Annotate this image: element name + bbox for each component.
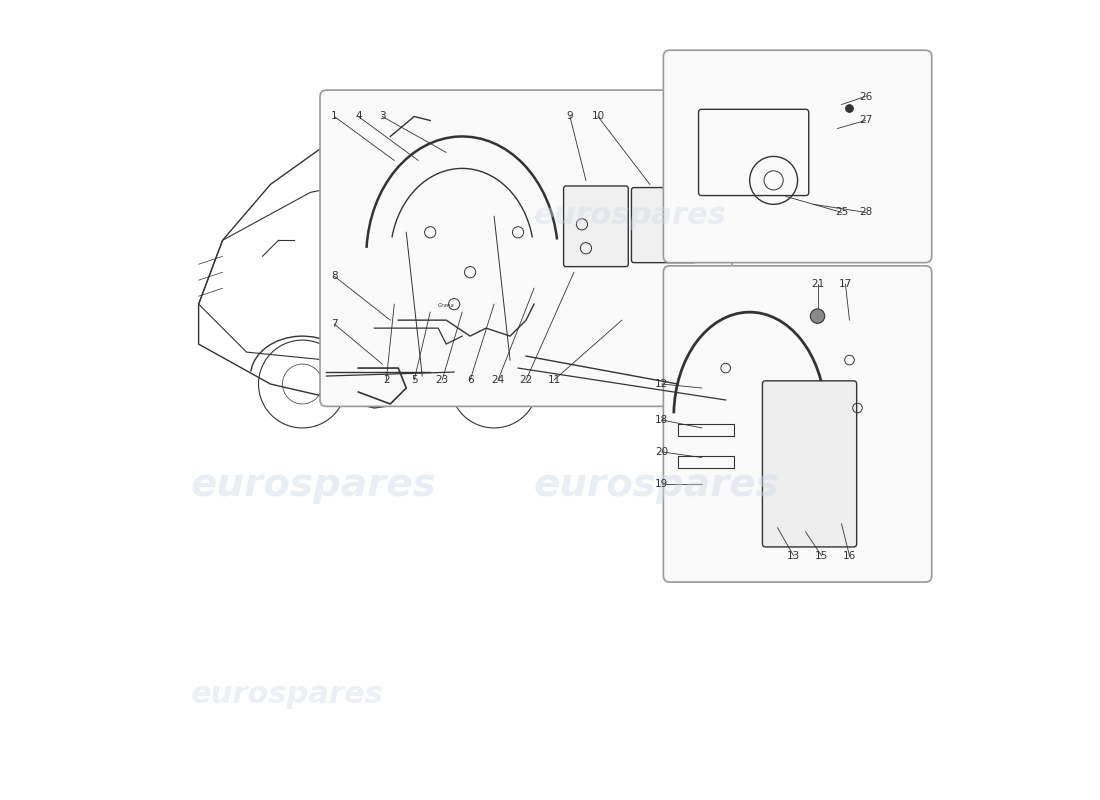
Text: 8: 8 <box>331 271 338 282</box>
Text: 7: 7 <box>331 319 338 329</box>
Text: 3: 3 <box>379 111 386 122</box>
Text: 10: 10 <box>592 111 605 122</box>
Text: 2: 2 <box>383 375 389 385</box>
Text: 25: 25 <box>835 207 848 218</box>
Text: eurospares: eurospares <box>190 466 437 504</box>
Text: 13: 13 <box>786 550 800 561</box>
FancyBboxPatch shape <box>563 186 628 266</box>
Text: eurospares: eurospares <box>190 681 384 710</box>
Text: eurospares: eurospares <box>534 466 780 504</box>
Text: 15: 15 <box>815 550 828 561</box>
Text: 5: 5 <box>411 375 418 385</box>
Text: 17: 17 <box>839 279 853 290</box>
Text: 9: 9 <box>566 111 573 122</box>
Text: 28: 28 <box>859 207 872 218</box>
Text: 19: 19 <box>656 479 669 489</box>
Circle shape <box>811 309 825 323</box>
FancyBboxPatch shape <box>320 90 733 406</box>
Text: 1: 1 <box>331 111 338 122</box>
Text: Grana: Grana <box>438 302 454 307</box>
Text: 16: 16 <box>843 550 856 561</box>
Circle shape <box>846 105 854 113</box>
FancyBboxPatch shape <box>762 381 857 547</box>
Text: 11: 11 <box>548 375 561 385</box>
Text: 4: 4 <box>355 111 362 122</box>
Text: 6: 6 <box>466 375 473 385</box>
Text: eurospares: eurospares <box>534 202 727 230</box>
Text: 20: 20 <box>656 447 669 457</box>
Text: 18: 18 <box>656 415 669 425</box>
Text: 21: 21 <box>811 279 824 290</box>
Text: 26: 26 <box>859 91 872 102</box>
FancyBboxPatch shape <box>663 266 932 582</box>
FancyBboxPatch shape <box>631 187 696 262</box>
Text: 24: 24 <box>492 375 505 385</box>
Text: 23: 23 <box>436 375 449 385</box>
Text: 12: 12 <box>656 379 669 389</box>
Text: 27: 27 <box>859 115 872 126</box>
Text: 22: 22 <box>519 375 532 385</box>
FancyBboxPatch shape <box>663 50 932 262</box>
